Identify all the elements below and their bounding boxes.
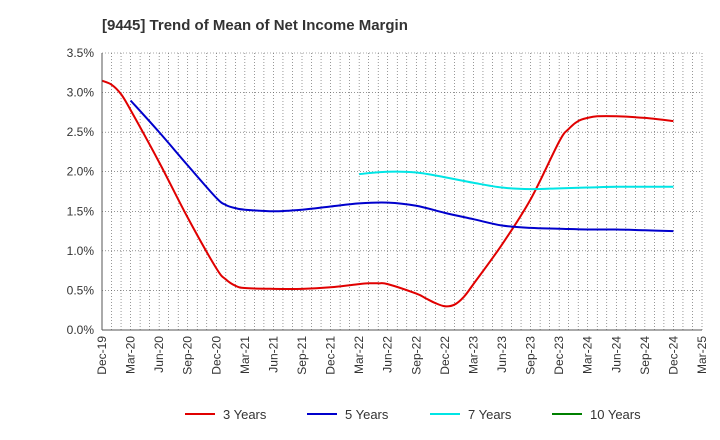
x-tick-label: Sep-23 bbox=[524, 336, 538, 375]
series-line-7-years bbox=[359, 170, 674, 191]
chart-title: [9445] Trend of Mean of Net Income Margi… bbox=[102, 17, 408, 34]
legend-label-3-years: 3 Years bbox=[223, 407, 267, 422]
x-tick-label: Sep-20 bbox=[181, 336, 195, 375]
y-tick-label: 0.5% bbox=[67, 283, 95, 297]
x-tick-label: Jun-23 bbox=[495, 336, 509, 373]
x-tick-label: Mar-23 bbox=[466, 336, 480, 374]
x-tick-label: Dec-20 bbox=[209, 336, 223, 375]
x-tick-label: Mar-21 bbox=[238, 336, 252, 374]
series-line-3-years bbox=[101, 79, 674, 308]
legend-label-5-years: 5 Years bbox=[345, 407, 389, 422]
x-tick-label: Dec-19 bbox=[95, 336, 109, 375]
x-tick-label: Dec-23 bbox=[552, 336, 566, 375]
plot-area bbox=[102, 53, 702, 330]
series-layer bbox=[101, 79, 674, 308]
x-tick-label: Sep-24 bbox=[638, 336, 652, 375]
x-tick-label: Mar-22 bbox=[352, 336, 366, 374]
y-tick-label: 2.0% bbox=[67, 165, 95, 179]
x-tick-label: Jun-22 bbox=[381, 336, 395, 373]
x-tick-label: Jun-21 bbox=[266, 336, 280, 373]
x-tick-label: Mar-25 bbox=[695, 336, 709, 374]
legend: 3 Years 5 Years 7 Years 10 Years bbox=[185, 407, 641, 422]
y-tick-label: 3.5% bbox=[67, 46, 95, 60]
x-tick-label: Mar-24 bbox=[581, 336, 595, 374]
x-tick-label: Mar-20 bbox=[124, 336, 138, 374]
axis-layer: 0.0% 0.5% 1.0% 1.5% 2.0% 2.5% 3.0% 3.5% Dec-19 Ma… bbox=[67, 46, 709, 375]
x-tick-label: Jun-24 bbox=[609, 336, 623, 373]
x-tick-label: Dec-24 bbox=[666, 336, 680, 375]
x-tick-label: Jun-20 bbox=[152, 336, 166, 373]
y-tick-label: 3.0% bbox=[67, 86, 95, 100]
x-tick-label: Dec-21 bbox=[324, 336, 338, 375]
y-tick-label: 0.0% bbox=[67, 323, 95, 337]
grid-layer bbox=[102, 52, 702, 330]
x-tick-label: Dec-22 bbox=[438, 336, 452, 375]
x-tick-label: Sep-22 bbox=[409, 336, 423, 375]
series-line-5-years bbox=[129, 99, 674, 233]
y-tick-label: 1.0% bbox=[67, 244, 95, 258]
legend-label-10-years: 10 Years bbox=[590, 407, 641, 422]
y-tick-label: 1.5% bbox=[67, 204, 95, 218]
x-tick-label: Sep-21 bbox=[295, 336, 309, 375]
legend-label-7-years: 7 Years bbox=[468, 407, 512, 422]
y-tick-label: 2.5% bbox=[67, 125, 95, 139]
